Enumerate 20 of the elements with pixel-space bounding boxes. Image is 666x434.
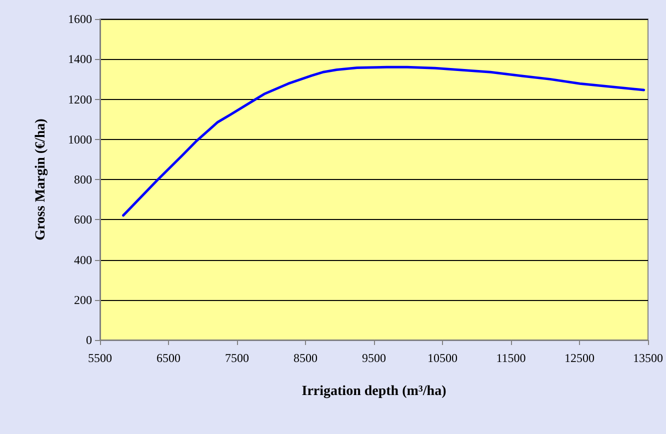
x-tick-label: 9500 [362, 351, 386, 365]
x-tick-label: 8500 [294, 351, 318, 365]
y-axis-title: Gross Margin (€/ha) [34, 118, 48, 240]
y-tick-label: 400 [74, 252, 92, 267]
x-tick-label: 13500 [633, 351, 663, 365]
x-tick-label: 5500 [88, 351, 112, 365]
y-tick-label: 1000 [68, 132, 92, 146]
y-tick-label: 200 [74, 292, 92, 307]
y-tick-label: 0 [86, 333, 92, 347]
x-tick-label: 12500 [564, 351, 594, 365]
x-tick-label: 11500 [496, 351, 526, 365]
y-tick-label: 800 [74, 172, 92, 186]
y-tick-label: 1600 [68, 12, 92, 26]
x-tick-label: 10500 [428, 351, 458, 365]
y-tick-label: 600 [74, 212, 92, 227]
line-series [122, 66, 646, 217]
y-tick-label: 1400 [68, 52, 92, 66]
x-tick-label: 6500 [156, 351, 180, 365]
y-tick-label: 1200 [68, 92, 92, 106]
x-tick-label: 7500 [225, 351, 249, 365]
